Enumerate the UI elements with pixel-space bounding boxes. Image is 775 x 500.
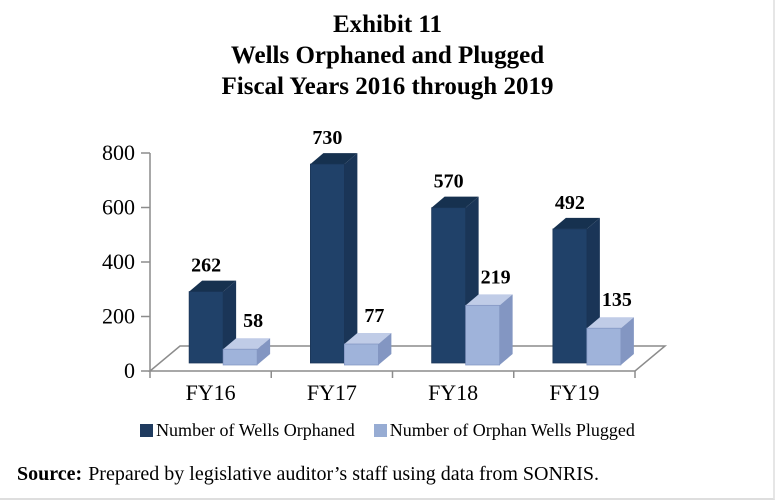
chart-legend: Number of Wells Orphaned Number of Orpha… (0, 420, 775, 441)
bar-orphan-wells-plugged-FY16 (222, 338, 271, 366)
y-tick-label: 0 (124, 358, 135, 383)
y-tick-label: 800 (102, 140, 135, 165)
value-label-plugged-FY18: 219 (481, 266, 511, 288)
value-label-orphaned-FY19: 492 (555, 192, 585, 214)
y-tick-label: 200 (102, 304, 135, 329)
value-label-orphaned-FY17: 730 (312, 127, 342, 149)
x-category-label-FY17: FY17 (307, 380, 357, 405)
x-category-label-FY18: FY18 (428, 380, 478, 405)
bar-wells-orphaned-FY17 (310, 153, 358, 364)
source-text: Prepared by legislative auditor’s staff … (88, 463, 600, 485)
value-label-plugged-FY16: 58 (243, 310, 263, 332)
legend-item-orphan-wells-plugged: Number of Orphan Wells Plugged (373, 420, 635, 441)
chart-title-line-1: Exhibit 11 (332, 11, 443, 38)
legend-swatch-plugged-icon (373, 424, 387, 437)
x-category-label-FY16: FY16 (186, 380, 236, 405)
value-label-orphaned-FY18: 570 (434, 171, 464, 193)
legend-swatch-orphaned-icon (140, 424, 154, 437)
y-tick-label: 400 (102, 249, 135, 274)
bar-orphan-wells-plugged-FY17 (344, 333, 392, 366)
legend-label-plugged: Number of Orphan Wells Plugged (389, 420, 635, 440)
x-category-label-FY19: FY19 (549, 380, 599, 405)
y-tick-label: 600 (102, 195, 135, 220)
chart-floor (147, 345, 668, 372)
legend-label-orphaned: Number of Wells Orphaned (156, 420, 355, 440)
source-label: Source: (17, 463, 83, 485)
legend-item-wells-orphaned: Number of Wells Orphaned (140, 420, 355, 441)
bar-orphan-wells-plugged-FY19 (586, 317, 634, 366)
chart-title-line-3: Fiscal Years 2016 through 2019 (221, 73, 554, 100)
chart-title-line-2: Wells Orphaned and Plugged (230, 42, 545, 69)
value-label-plugged-FY17: 77 (364, 305, 384, 327)
chart-title: Exhibit 11 Wells Orphaned and Plugged Fi… (0, 9, 775, 102)
source-note: Source: Prepared by legislative auditor’s… (17, 463, 599, 486)
value-label-plugged-FY19: 135 (602, 289, 632, 311)
bar-orphan-wells-plugged-FY18 (465, 294, 513, 366)
value-label-orphaned-FY16: 262 (191, 255, 221, 277)
